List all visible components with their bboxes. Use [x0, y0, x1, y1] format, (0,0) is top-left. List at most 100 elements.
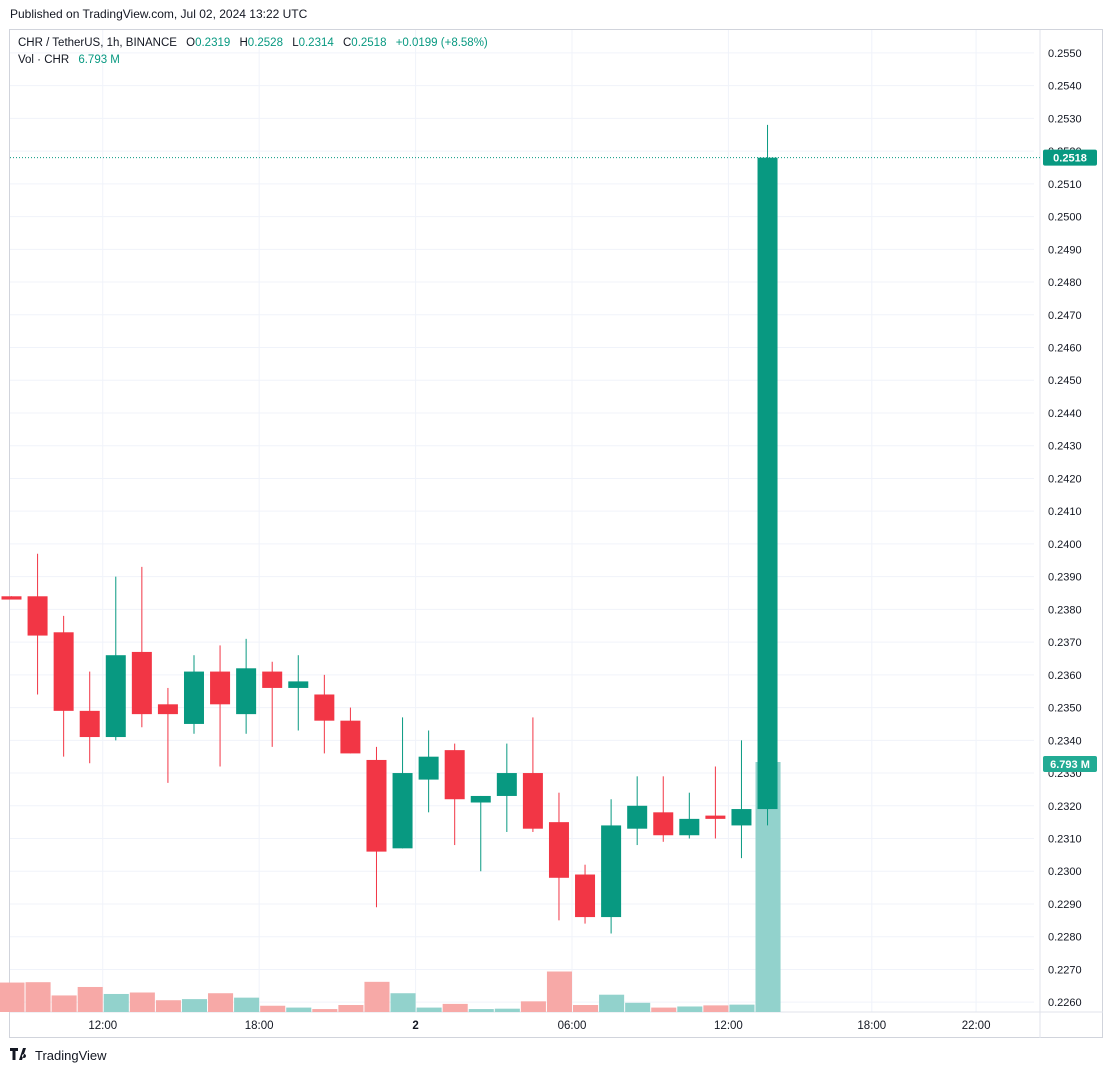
candle-body — [522, 773, 543, 829]
volume-bar — [573, 1005, 599, 1012]
last-price-badge: 0.2518 — [1053, 153, 1087, 165]
legend-symbol[interactable]: CHR / TetherUS, 1h, BINANCE — [18, 37, 177, 49]
volume-bar — [494, 1008, 520, 1012]
price-tick-label: 0.2540 — [1048, 81, 1082, 93]
volume-bar — [25, 982, 51, 1012]
time-tick-label: 18:00 — [245, 1020, 274, 1032]
footer-brand-name: TradingView — [35, 1047, 107, 1063]
candle-body — [627, 805, 648, 829]
volume-bar — [651, 1007, 677, 1012]
price-tick-label: 0.2300 — [1048, 866, 1082, 878]
candle-body — [705, 815, 726, 819]
low-label: L — [292, 37, 299, 49]
candle-body — [470, 795, 491, 803]
price-tick-label: 0.2510 — [1048, 179, 1082, 191]
candle-body — [1, 596, 22, 600]
candle-body — [366, 759, 387, 852]
volume-bar — [729, 1004, 755, 1012]
candle-body — [548, 822, 569, 878]
price-tick-label: 0.2340 — [1048, 735, 1082, 747]
candle-body — [731, 809, 752, 826]
volume-bar — [546, 971, 573, 1012]
candle-body — [444, 750, 465, 800]
volume-bar — [260, 1005, 286, 1012]
price-tick-label: 0.2440 — [1048, 408, 1082, 420]
volume-bar — [0, 982, 25, 1012]
volume-bar — [286, 1007, 312, 1012]
price-tick-label: 0.2280 — [1048, 932, 1082, 944]
candle-body — [183, 671, 204, 724]
volume-bar — [677, 1006, 703, 1012]
candle-body — [157, 704, 178, 715]
candle-body — [314, 694, 335, 721]
price-tick-label: 0.2390 — [1048, 572, 1082, 584]
volume-bar — [416, 1007, 442, 1012]
price-tick-label: 0.2490 — [1048, 244, 1082, 256]
time-tick-label: 12:00 — [88, 1020, 117, 1032]
price-tick-label: 0.2470 — [1048, 310, 1082, 322]
time-tick-label: 06:00 — [558, 1020, 587, 1032]
price-tick-label: 0.2400 — [1048, 539, 1082, 551]
chart-legend: CHR / TetherUS, 1h, BINANCE O0.2319 H0.2… — [18, 35, 488, 69]
footer-branding[interactable]: TradingView — [10, 1047, 107, 1063]
time-tick-label: 18:00 — [857, 1020, 886, 1032]
candle-body — [340, 720, 361, 754]
price-tick-label: 0.2500 — [1048, 212, 1082, 224]
candle-body — [418, 756, 439, 780]
candle-body — [653, 812, 674, 836]
candle-body — [601, 825, 622, 918]
time-tick-label: 2 — [412, 1020, 418, 1032]
ohlc-legend-row: CHR / TetherUS, 1h, BINANCE O0.2319 H0.2… — [18, 35, 488, 52]
candle-body — [496, 773, 517, 796]
close-value: 0.2518 — [351, 37, 387, 49]
candle-body — [575, 874, 596, 918]
volume-bar — [468, 1009, 494, 1012]
volume-bar — [51, 995, 77, 1012]
volume-bar — [155, 1000, 181, 1012]
chart-frame — [9, 29, 1103, 1038]
close-label: C — [342, 37, 352, 49]
open-value: 0.2319 — [195, 37, 231, 49]
published-caption: Published on TradingView.com, Jul 02, 20… — [10, 7, 308, 21]
price-tick-label: 0.2450 — [1048, 375, 1082, 387]
volume-legend-row: Vol · CHR 6.793 M — [18, 52, 488, 69]
candle-body — [53, 632, 74, 711]
price-tick-label: 0.2320 — [1048, 801, 1082, 813]
candle-body — [288, 681, 309, 688]
volume-bar — [129, 992, 155, 1012]
price-tick-label: 0.2310 — [1048, 834, 1082, 846]
price-tick-label: 0.2420 — [1048, 473, 1082, 485]
volume-bar — [442, 1003, 468, 1012]
volume-badge-bg — [1043, 756, 1097, 772]
candle-body — [679, 818, 700, 836]
price-tick-label: 0.2460 — [1048, 343, 1082, 355]
volume-bar — [338, 1005, 364, 1012]
price-tick-label: 0.2410 — [1048, 506, 1082, 518]
candle-body — [392, 773, 413, 849]
price-tick-label: 0.2480 — [1048, 277, 1082, 289]
candle-body — [79, 710, 100, 738]
time-tick-label: 12:00 — [714, 1020, 743, 1032]
price-tick-label: 0.2360 — [1048, 670, 1082, 682]
candle-body — [210, 671, 231, 705]
volume-bar — [625, 1002, 651, 1012]
price-tick-label: 0.2380 — [1048, 604, 1082, 616]
price-tick-label: 0.2530 — [1048, 113, 1082, 125]
candle-body — [27, 596, 48, 636]
volume-bar — [103, 993, 129, 1012]
candle-body — [131, 651, 152, 715]
candle-body — [105, 655, 126, 738]
open-label: O — [186, 37, 196, 49]
volume-bar — [390, 993, 416, 1012]
change-value: +0.0199 (+8.58%) — [395, 37, 488, 49]
volume-bar — [181, 999, 208, 1012]
price-tick-label: 0.2270 — [1048, 964, 1082, 976]
price-tick-label: 0.2430 — [1048, 441, 1082, 453]
price-tick-label: 0.2370 — [1048, 637, 1082, 649]
candle-body — [757, 157, 778, 810]
price-tick-label: 0.2350 — [1048, 703, 1082, 715]
volume-bar — [520, 1001, 546, 1012]
low-value: 0.2314 — [298, 37, 334, 49]
volume-label[interactable]: Vol · CHR — [18, 54, 70, 66]
